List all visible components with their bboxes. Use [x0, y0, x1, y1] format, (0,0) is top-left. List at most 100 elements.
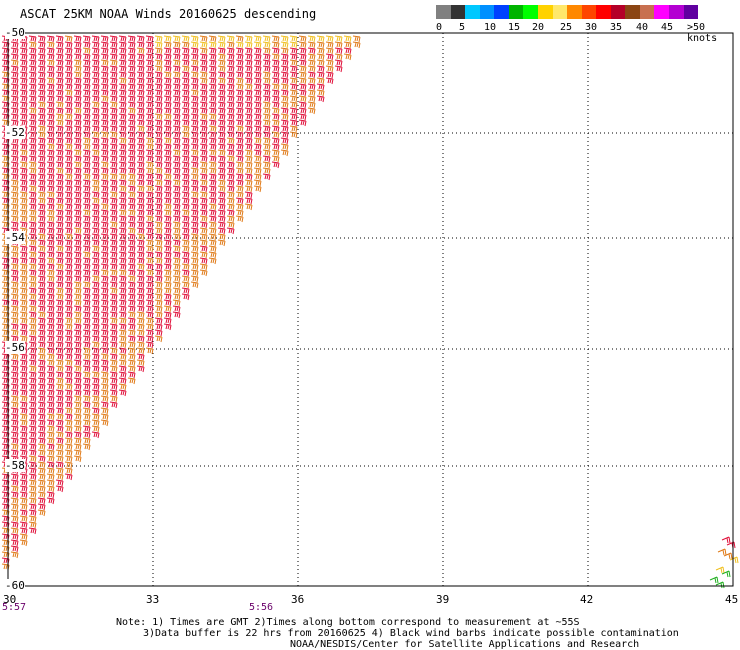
wind-barb	[172, 257, 181, 265]
wind-barb	[154, 65, 163, 73]
wind-barb	[55, 239, 64, 247]
wind-barb	[217, 227, 226, 235]
wind-barb	[91, 197, 100, 205]
wind-barb	[163, 35, 172, 43]
wind-barb	[181, 227, 190, 235]
wind-barb	[73, 155, 82, 163]
wind-barb	[37, 299, 46, 307]
wind-barb	[46, 455, 55, 463]
wind-barb	[298, 65, 307, 73]
wind-barb	[64, 245, 73, 253]
wind-barb	[127, 107, 136, 115]
wind-barb	[73, 341, 82, 349]
wind-barb	[217, 47, 226, 55]
wind-barb	[46, 125, 55, 133]
wind-barb	[10, 143, 19, 151]
wind-barb	[37, 437, 46, 445]
wind-barb	[226, 113, 235, 121]
wind-barb	[244, 185, 253, 193]
wind-barb	[136, 299, 145, 307]
wind-barb	[46, 497, 55, 505]
wind-barb	[262, 83, 271, 91]
wind-barb	[190, 101, 199, 109]
wind-barb	[19, 515, 28, 523]
wind-barb	[226, 65, 235, 73]
wind-barb	[55, 161, 64, 169]
wind-barb	[109, 227, 118, 235]
wind-barb	[73, 455, 82, 463]
wind-barb	[226, 143, 235, 151]
wind-barb	[154, 311, 163, 319]
wind-barb	[109, 89, 118, 97]
wind-barb	[109, 47, 118, 55]
wind-barb	[10, 413, 19, 421]
wind-barb	[145, 293, 154, 301]
wind-barb	[145, 257, 154, 265]
wind-barb	[64, 35, 73, 43]
wind-barb	[82, 275, 91, 283]
wind-barb	[118, 329, 127, 337]
wind-barb	[28, 149, 37, 157]
wind-barb	[82, 263, 91, 271]
lat-label-58: -58	[5, 459, 25, 472]
wind-barb	[19, 533, 28, 541]
wind-barb	[64, 185, 73, 193]
wind-barb	[163, 317, 172, 325]
wind-barb	[64, 215, 73, 223]
wind-barb	[244, 47, 253, 55]
wind-barb	[190, 269, 199, 277]
wind-barb	[109, 209, 118, 217]
wind-barb	[145, 41, 154, 49]
wind-barb	[154, 35, 163, 43]
wind-barb	[73, 137, 82, 145]
wind-barb	[100, 263, 109, 271]
wind-barb	[46, 335, 55, 343]
wind-barb	[64, 125, 73, 133]
wind-barb	[19, 119, 28, 127]
wind-barb	[19, 473, 28, 481]
wind-barb	[163, 191, 172, 199]
wind-barb	[199, 215, 208, 223]
wind-barb	[118, 179, 127, 187]
wind-barb	[46, 437, 55, 445]
wind-barb	[55, 191, 64, 199]
wind-barb	[226, 101, 235, 109]
wind-barb	[19, 197, 28, 205]
wind-barb	[181, 185, 190, 193]
wind-barb	[37, 71, 46, 79]
wind-barb	[217, 203, 226, 211]
wind-barb	[181, 155, 190, 163]
wind-barb	[46, 293, 55, 301]
wind-barb	[46, 323, 55, 331]
wind-barb	[154, 299, 163, 307]
wind-barb	[172, 197, 181, 205]
wind-barb	[226, 149, 235, 157]
wind-barb	[100, 47, 109, 55]
wind-barb	[55, 485, 64, 493]
wind-barb	[64, 149, 73, 157]
wind-barb	[208, 107, 217, 115]
wind-barb	[190, 203, 199, 211]
time-label-556: 5:56	[249, 602, 274, 613]
wind-barb	[136, 347, 145, 355]
wind-barb	[118, 317, 127, 325]
wind-barb	[91, 329, 100, 337]
wind-barb	[262, 107, 271, 115]
wind-barb	[208, 89, 217, 97]
wind-barb	[181, 41, 190, 49]
wind-barb	[136, 113, 145, 121]
wind-barb	[19, 59, 28, 67]
wind-barb	[46, 377, 55, 385]
colorbar-label: 0	[436, 22, 443, 33]
time-label-557: 5:57	[2, 602, 27, 613]
wind-barb	[28, 389, 37, 397]
wind-barb	[73, 107, 82, 115]
wind-barb	[64, 173, 73, 181]
wind-barb	[289, 107, 298, 115]
wind-barb	[136, 107, 145, 115]
wind-barb	[100, 383, 109, 391]
wind-barb	[181, 239, 190, 247]
wind-barb	[100, 227, 109, 235]
wind-barb	[64, 203, 73, 211]
wind-barb	[82, 323, 91, 331]
